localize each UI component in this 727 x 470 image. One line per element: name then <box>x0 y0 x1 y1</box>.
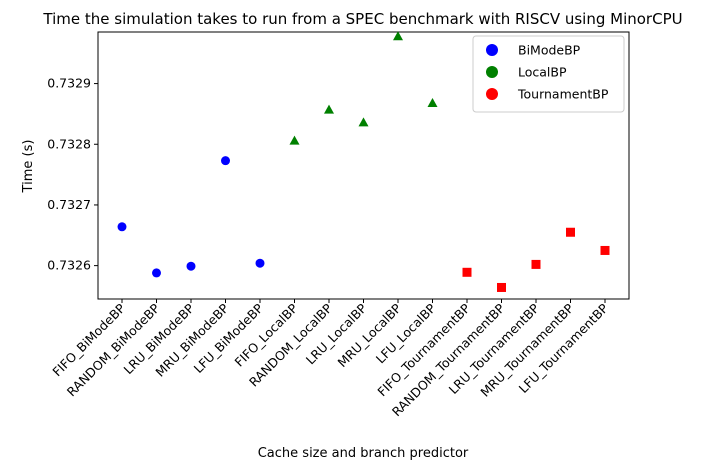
data-point <box>427 97 438 107</box>
x-axis: FIFO_BiModeBPRANDOM_BiModeBPLRU_BiModeBP… <box>49 299 611 419</box>
data-point <box>531 259 541 269</box>
data-point <box>358 117 369 127</box>
legend-marker <box>486 44 498 56</box>
legend-label: LocalBP <box>518 65 567 80</box>
legend-marker <box>486 88 498 100</box>
data-point <box>186 261 196 271</box>
data-point <box>255 258 265 268</box>
data-point <box>221 156 230 166</box>
x-axis-label: Cache size and branch predictor <box>258 446 469 461</box>
data-point <box>566 227 575 237</box>
data-point <box>497 282 506 292</box>
legend-box <box>472 35 625 113</box>
chart-title: Time the simulation takes to run from a … <box>42 10 682 28</box>
y-tick-label: 0.7326 <box>47 258 91 273</box>
y-tick-label: 0.7329 <box>47 76 91 91</box>
legend: BiModeBP LocalBP TournamentBP <box>472 35 625 113</box>
data-point <box>152 268 161 278</box>
data-point <box>117 222 127 232</box>
data-point <box>600 245 610 255</box>
data-point <box>462 267 472 277</box>
data-point <box>324 104 334 114</box>
y-axis: 0.7326 0.7327 0.7328 0.7329 <box>47 76 98 273</box>
y-tick-label: 0.7327 <box>47 197 91 212</box>
data-point <box>393 31 403 41</box>
legend-label: TournamentBP <box>517 87 609 102</box>
data-points <box>117 31 610 292</box>
y-axis-label: Time (s) <box>21 140 36 194</box>
legend-label: BiModeBP <box>518 43 581 58</box>
data-point <box>289 135 300 145</box>
y-tick-label: 0.7328 <box>47 136 91 151</box>
legend-marker <box>486 66 498 78</box>
